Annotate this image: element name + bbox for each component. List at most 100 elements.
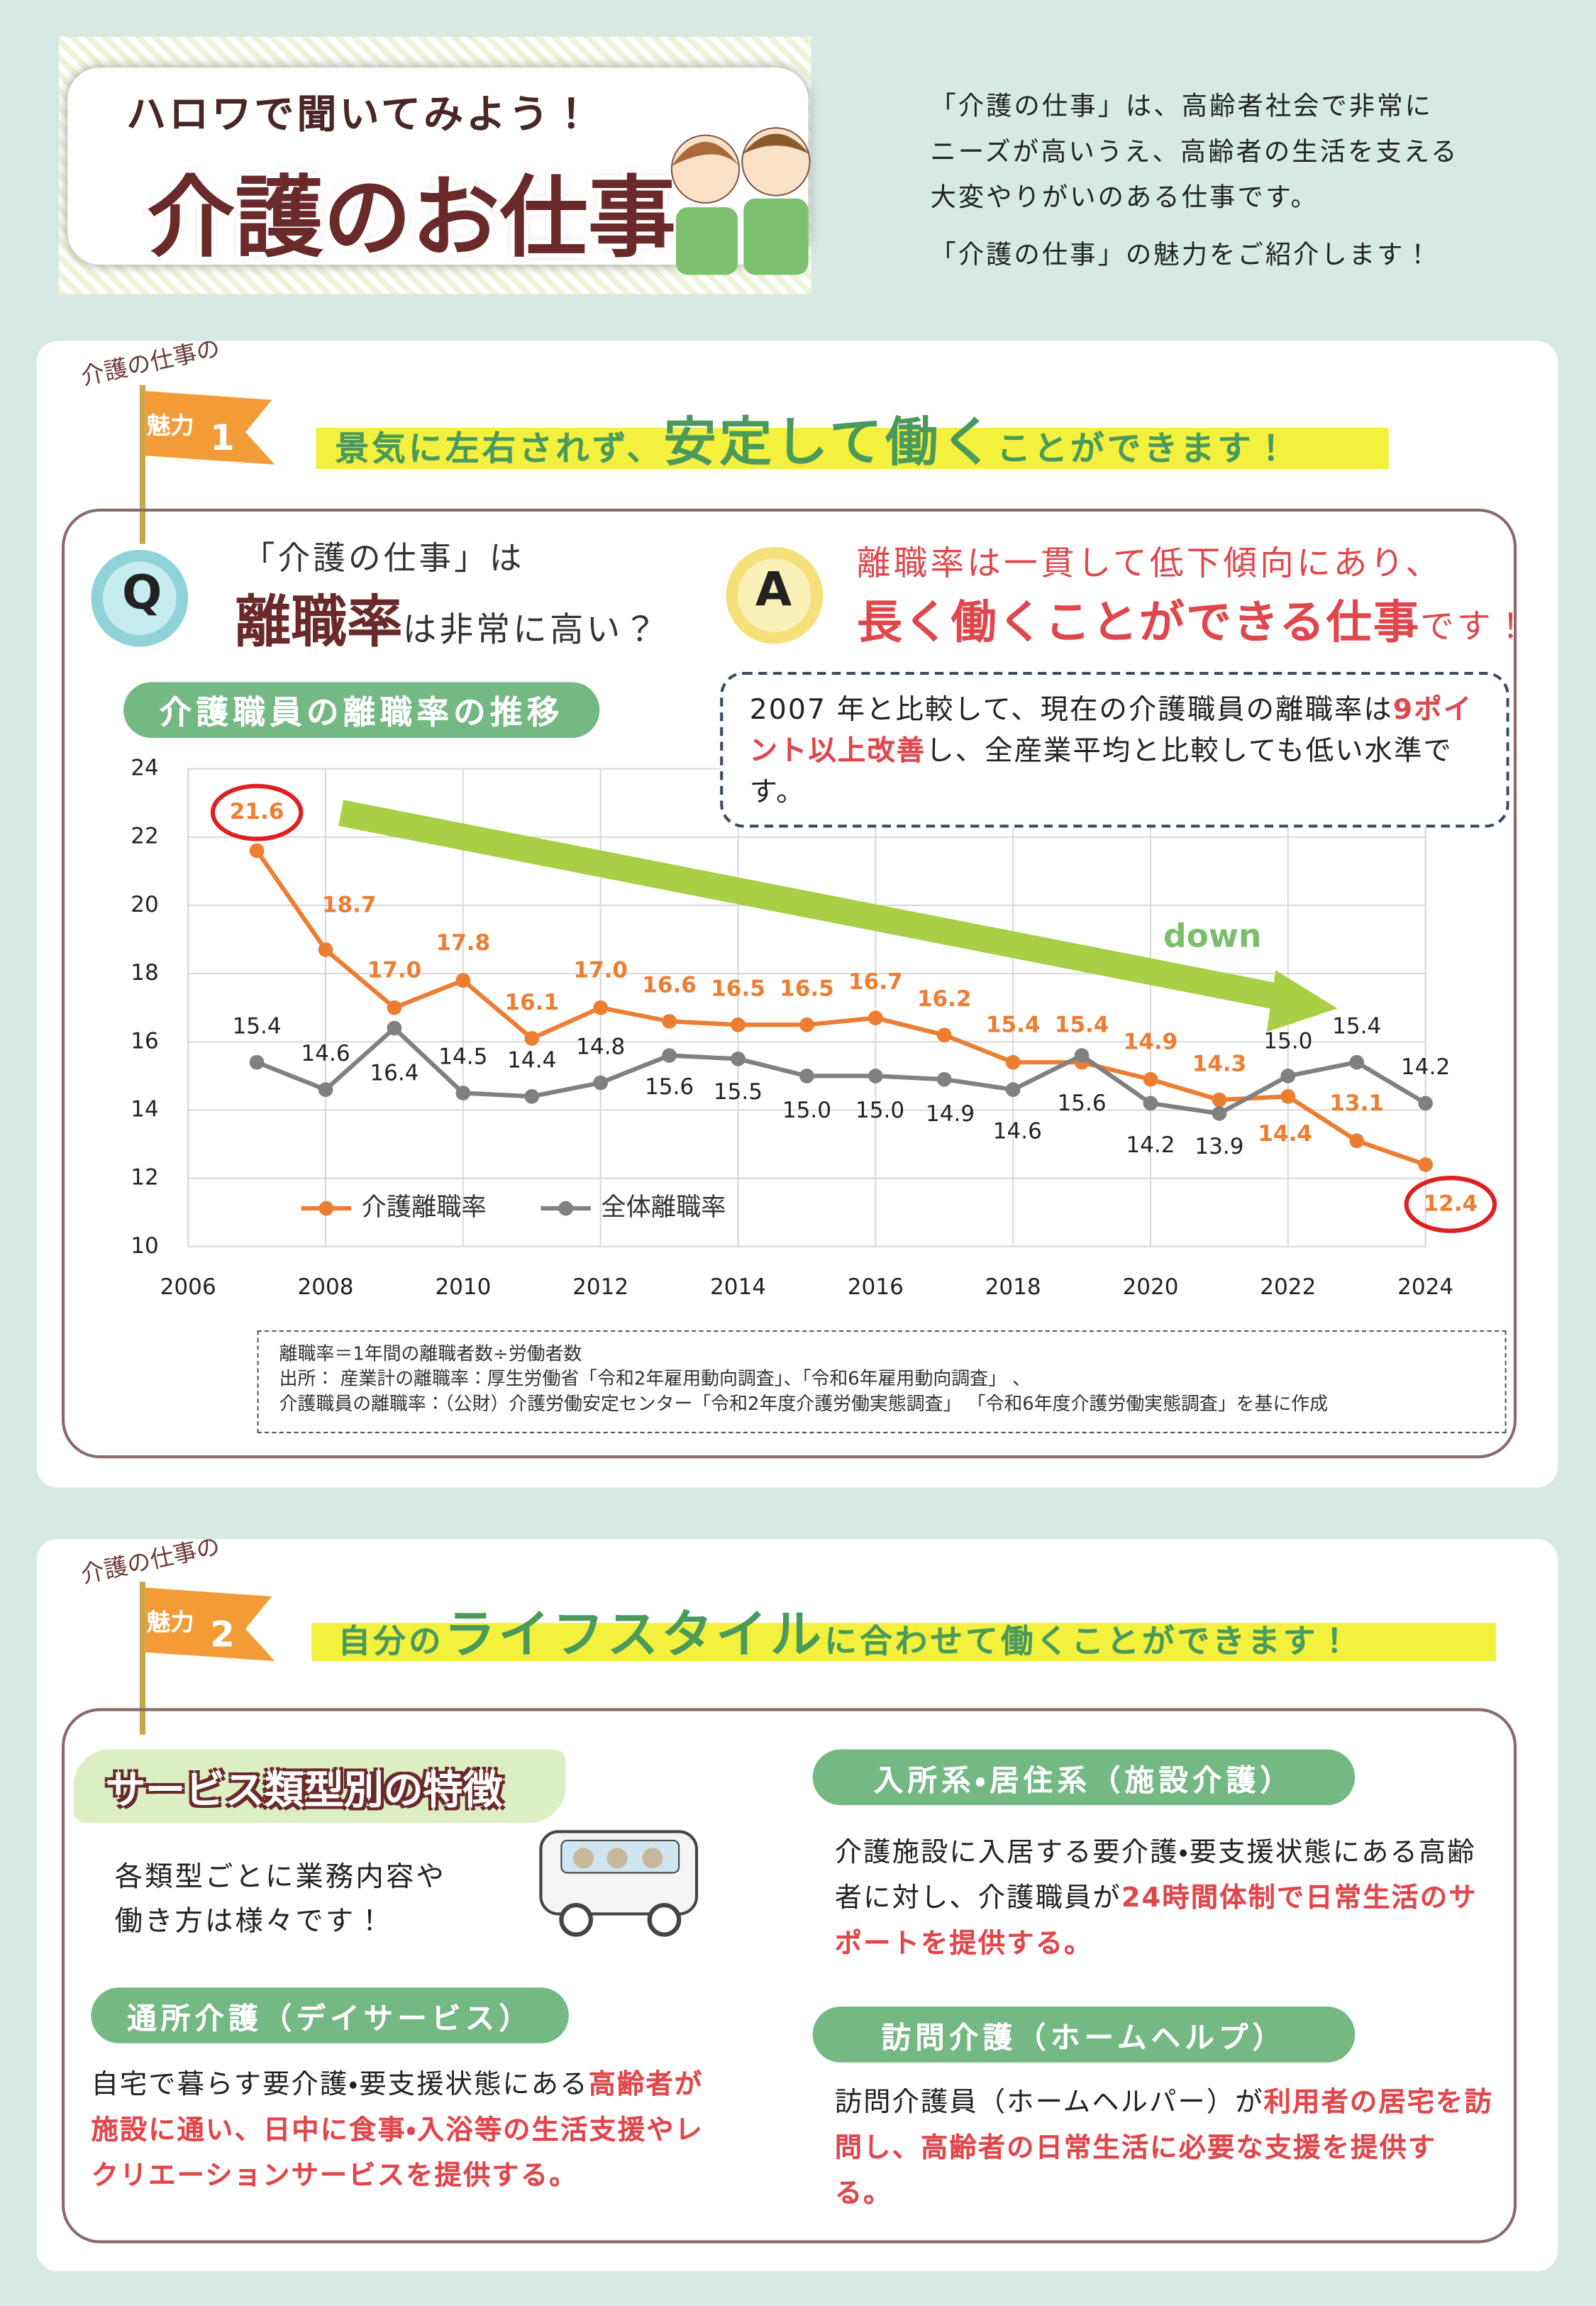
a-badge bbox=[726, 546, 824, 644]
data-point bbox=[799, 1069, 814, 1083]
series-line bbox=[255, 1025, 1427, 1116]
data-label: 14.9 bbox=[926, 1101, 975, 1127]
data-point bbox=[387, 1000, 402, 1015]
data-point bbox=[524, 1088, 540, 1104]
flag-label: 魅力 bbox=[147, 412, 194, 440]
source-line: 出所： 産業計の離職率：厚生労働省「令和2年雇用動向調査」、「令和6年雇用動向調… bbox=[279, 1367, 1031, 1389]
data-point bbox=[868, 1010, 883, 1026]
service-highlight: 利用者の居宅を訪問し、高齢者の日常生活に必要な支援を提供する。 bbox=[834, 2087, 1493, 2210]
y-tick-label: 16 bbox=[131, 1028, 159, 1054]
intro-line: 「介護の仕事」は、高齢者社会で非常に bbox=[930, 92, 1434, 122]
source-line: 離職率＝1年間の離職者数÷労働者数 bbox=[279, 1342, 582, 1364]
x-tick-label: 2014 bbox=[710, 1274, 766, 1300]
data-label: 16.1 bbox=[504, 990, 559, 1015]
staff-illustration bbox=[670, 127, 811, 275]
headline-text: 景気に左右されず、 bbox=[335, 431, 664, 469]
service-body: 自宅で暮らす要介護・要支援状態にある bbox=[91, 2070, 589, 2101]
flag-number: 1 bbox=[210, 417, 235, 459]
service-text: 介護施設に入居する要介護・要支援状態にある高齢者に対し、介護職員が24時間体制で… bbox=[835, 1830, 1493, 1967]
data-label: 16.7 bbox=[848, 969, 903, 995]
headline-highlight bbox=[316, 427, 1389, 469]
annotation: down bbox=[1163, 917, 1261, 954]
flag-number: 2 bbox=[210, 1613, 235, 1655]
chart-heading: 介護職員の離職率の推移 bbox=[123, 682, 600, 739]
data-label: 15.0 bbox=[1263, 1029, 1312, 1054]
data-point bbox=[1349, 1054, 1365, 1070]
data-point bbox=[1280, 1088, 1296, 1104]
data-point bbox=[936, 1071, 952, 1087]
data-point bbox=[455, 1086, 471, 1100]
data-point bbox=[1143, 1071, 1158, 1087]
service-heading: 通所介護（デイサービス） bbox=[91, 1987, 569, 2043]
x-tick-label: 2020 bbox=[1122, 1274, 1178, 1300]
data-label: 16.5 bbox=[711, 976, 765, 1002]
source-line: 介護職員の離職率：（公財）介護労働安定センター「令和2年度介護労働実態調査」 「… bbox=[279, 1391, 1329, 1415]
content-frame bbox=[62, 1708, 1517, 2244]
data-label: 17.8 bbox=[436, 930, 491, 956]
service-heading: 入所系・居住系（施設介護） bbox=[812, 1749, 1356, 1806]
plot-area bbox=[187, 768, 1426, 1247]
headline-text: に合わせて働くことができます！ bbox=[824, 1624, 1354, 1662]
data-label: 14.4 bbox=[507, 1048, 556, 1074]
content-frame bbox=[62, 508, 1517, 1459]
x-tick-label: 2008 bbox=[297, 1274, 353, 1300]
service-body: 介護施設に入居する要介護・要支援状態にある高齢者に対し、介護職員が bbox=[834, 1837, 1476, 1914]
header-kicker: ハロワで聞いてみよう！ bbox=[126, 92, 594, 138]
series-line bbox=[255, 849, 1426, 1167]
data-label: 15.6 bbox=[645, 1074, 694, 1100]
legend-label: 介護離職率 bbox=[362, 1193, 487, 1222]
legend-marker bbox=[558, 1201, 574, 1216]
data-label: 18.7 bbox=[322, 892, 377, 917]
flag-label: 魅力 bbox=[147, 1608, 194, 1636]
x-tick-label: 2022 bbox=[1260, 1274, 1316, 1300]
data-label: 13.1 bbox=[1329, 1091, 1384, 1116]
data-point bbox=[868, 1069, 883, 1083]
question-text: は非常に高い？ bbox=[402, 611, 660, 650]
headline: 景気に左右されず、安定して働くことができます！ bbox=[335, 400, 1290, 477]
note-text: 2007 年と比較して、現在の介護職員の離職率は bbox=[749, 693, 1393, 727]
data-point bbox=[1418, 1157, 1434, 1172]
service-text: 訪問介護員（ホームヘルパー）が利用者の居宅を訪問し、高齢者の日常生活に必要な支援… bbox=[835, 2080, 1493, 2217]
trend-arrow bbox=[338, 800, 1296, 1013]
data-point bbox=[731, 1017, 746, 1032]
data-label: 16.4 bbox=[370, 1060, 419, 1086]
data-label: 15.4 bbox=[986, 1012, 1041, 1037]
x-tick-label: 2016 bbox=[848, 1274, 904, 1300]
y-tick-label: 12 bbox=[131, 1165, 159, 1191]
data-label: 14.6 bbox=[993, 1119, 1042, 1144]
data-label: 14.9 bbox=[1124, 1029, 1178, 1054]
data-point bbox=[318, 942, 333, 957]
data-point bbox=[318, 1082, 333, 1098]
intro-line: ニーズが高いうえ、高齢者の生活を支える bbox=[930, 138, 1459, 168]
flag bbox=[139, 385, 275, 544]
service-heading: 訪問介護（ホームヘルプ） bbox=[812, 2007, 1356, 2063]
data-point bbox=[249, 843, 265, 859]
data-point bbox=[1418, 1096, 1434, 1111]
data-label: 14.3 bbox=[1192, 1051, 1247, 1076]
data-label: 12.4 bbox=[1424, 1191, 1478, 1216]
a-mark: A bbox=[755, 561, 792, 618]
legend-marker bbox=[318, 1201, 334, 1216]
data-label: 16.2 bbox=[917, 986, 972, 1012]
headline-text: 自分の bbox=[338, 1624, 444, 1662]
data-point bbox=[1074, 1048, 1090, 1063]
headline-text: ことができます！ bbox=[997, 431, 1291, 469]
note-highlight: 9ポイント以上改善 bbox=[749, 693, 1473, 768]
question-emphasis: 離職率 bbox=[235, 589, 403, 654]
intro-line: 「介護の仕事」の魅力をご紹介します！ bbox=[930, 241, 1434, 271]
data-point bbox=[1280, 1069, 1296, 1083]
data-label: 15.4 bbox=[233, 1013, 282, 1039]
x-tick-label: 2006 bbox=[160, 1274, 216, 1300]
y-tick-label: 14 bbox=[131, 1097, 159, 1122]
data-point bbox=[1349, 1133, 1365, 1149]
header-title: 介護のお仕事 bbox=[147, 167, 677, 271]
service-highlight: 高齢者が施設に通い、日中に食事・入浴等の生活支援やレクリエーションサービスを提供… bbox=[91, 2070, 704, 2192]
data-label: 13.9 bbox=[1195, 1134, 1243, 1159]
y-tick-label: 10 bbox=[131, 1233, 159, 1259]
data-point bbox=[662, 1014, 677, 1029]
q-mark: Q bbox=[121, 564, 162, 621]
x-tick-label: 2024 bbox=[1397, 1274, 1453, 1300]
data-label: 16.5 bbox=[780, 976, 834, 1002]
